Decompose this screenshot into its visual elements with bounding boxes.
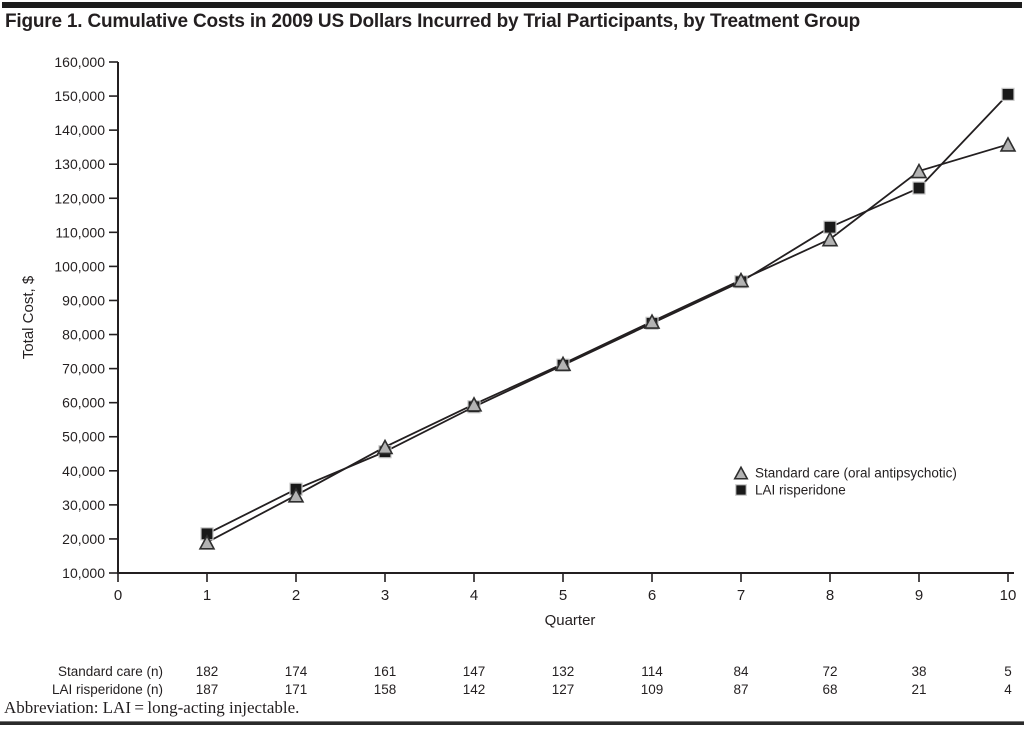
y-tick-label: 80,000: [62, 327, 105, 343]
square-marker: [1001, 87, 1015, 101]
table-cell-value: 87: [733, 682, 748, 697]
y-tick-label: 130,000: [54, 156, 105, 172]
bottom-rule: [0, 721, 1024, 725]
legend-label: LAI risperidone: [755, 483, 846, 498]
legend-square-icon: [735, 484, 747, 496]
table-cell-value: 109: [641, 682, 664, 697]
table-cell-value: 182: [196, 664, 219, 679]
x-tick-label: 9: [915, 587, 923, 604]
square-marker: [912, 181, 926, 195]
table-cell-value: 84: [733, 664, 749, 679]
x-tick-label: 0: [114, 587, 122, 604]
table-cell-value: 21: [911, 682, 926, 697]
triangle-marker: [554, 355, 572, 372]
top-rule: [2, 2, 1022, 8]
triangle-marker: [287, 487, 305, 503]
table-row-label: LAI risperidone (n): [52, 682, 163, 697]
triangle-marker: [198, 534, 216, 550]
x-tick-label: 10: [1000, 587, 1017, 604]
x-tick-label: 1: [203, 587, 211, 604]
table-cell-value: 72: [822, 664, 837, 679]
triangle-marker: [465, 396, 483, 412]
triangle-marker: [376, 438, 394, 455]
x-tick-label: 8: [826, 587, 834, 604]
y-tick-label: 20,000: [62, 531, 105, 547]
x-tick-label: 7: [737, 587, 745, 604]
table-cell-value: 174: [285, 664, 308, 679]
x-axis-title: Quarter: [545, 612, 596, 629]
y-tick-label: 110,000: [55, 224, 105, 240]
y-tick-label: 70,000: [62, 361, 105, 377]
x-tick-label: 5: [559, 587, 567, 604]
x-tick-label: 3: [381, 587, 389, 604]
x-tick-label: 2: [292, 587, 300, 604]
table-cell-value: 5: [1004, 664, 1012, 679]
table-cell-value: 147: [463, 664, 486, 679]
table-cell-value: 38: [911, 664, 926, 679]
y-tick-label: 150,000: [54, 88, 105, 104]
table-cell-value: 68: [822, 682, 837, 697]
y-tick-label: 100,000: [54, 258, 105, 274]
y-tick-label: 60,000: [62, 395, 105, 411]
y-axis-title: Total Cost, $: [20, 275, 37, 359]
y-tick-label: 90,000: [62, 292, 105, 308]
y-tick-label: 10,000: [62, 565, 105, 581]
y-tick-label: 120,000: [54, 190, 105, 206]
triangle-marker: [999, 136, 1017, 152]
table-cell-value: 4: [1004, 682, 1012, 697]
y-tick-label: 140,000: [54, 122, 105, 138]
y-tick-label: 40,000: [62, 463, 105, 479]
legend-triangle-icon: [733, 465, 749, 480]
table-row-label: Standard care (n): [58, 664, 163, 679]
abbreviation-note: Abbreviation: LAI = long-acting injectab…: [4, 698, 300, 717]
table-cell-value: 158: [374, 682, 397, 697]
y-tick-label: 30,000: [62, 497, 105, 513]
triangle-marker: [821, 230, 839, 247]
triangle-marker: [643, 313, 661, 329]
table-cell-value: 171: [285, 682, 308, 697]
table-cell-value: 114: [641, 664, 663, 679]
x-tick-label: 6: [648, 587, 656, 604]
table-cell-value: 161: [374, 664, 397, 679]
y-tick-label: 50,000: [62, 429, 105, 445]
table-cell-value: 142: [463, 682, 486, 697]
figure-title: Figure 1. Cumulative Costs in 2009 US Do…: [5, 11, 861, 32]
triangle-marker: [732, 271, 750, 288]
x-tick-label: 4: [470, 587, 478, 604]
table-cell-value: 187: [196, 682, 219, 697]
series-line-lai-risperidone: [206, 93, 1009, 535]
table-cell-value: 132: [552, 664, 575, 679]
triangle-marker: [910, 162, 928, 179]
y-tick-label: 160,000: [54, 54, 105, 70]
legend-label: Standard care (oral antipsychotic): [755, 466, 957, 481]
table-cell-value: 127: [552, 682, 575, 697]
